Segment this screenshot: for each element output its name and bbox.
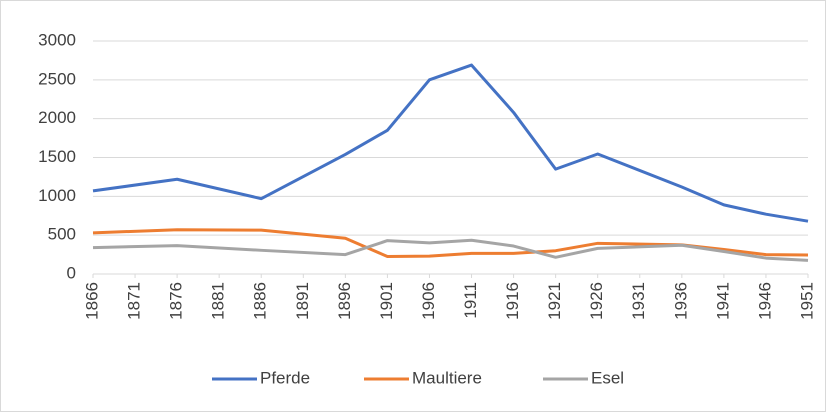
x-tick-label: 1916 [503,282,522,320]
y-tick-label: 3000 [38,30,76,49]
x-tick-label: 1926 [587,282,606,320]
x-tick-label: 1936 [671,282,690,320]
x-tick-label: 1951 [797,282,816,320]
x-tick-label: 1946 [755,282,774,320]
y-tick-label: 2000 [38,108,76,127]
legend-label: Esel [591,368,624,387]
x-tick-label: 1891 [293,282,312,320]
x-tick-label: 1931 [629,282,648,320]
y-tick-label: 0 [67,263,76,282]
series-line [92,238,809,262]
x-tick-label: 1881 [209,282,228,320]
series-line [92,228,809,259]
x-tick-label: 1911 [461,282,480,319]
y-tick-label: 1500 [38,147,76,166]
y-tick-label: 500 [48,225,76,244]
x-tick-label: 1921 [545,282,564,320]
x-tick-label: 1866 [82,282,101,320]
x-tick-label: 1876 [167,282,186,320]
x-tick-label: 1901 [377,282,396,320]
x-tick-label: 1941 [713,282,732,320]
legend-label: Maultiere [412,368,482,387]
y-tick-label: 2500 [38,69,76,88]
y-tick-label: 1000 [38,186,76,205]
x-tick-label: 1871 [125,282,144,320]
x-tick-label: 1886 [251,282,270,320]
x-tick-label: 1896 [335,282,354,320]
series-line [92,63,809,223]
x-tick-label: 1906 [419,282,438,320]
legend-label: Pferde [260,368,310,387]
